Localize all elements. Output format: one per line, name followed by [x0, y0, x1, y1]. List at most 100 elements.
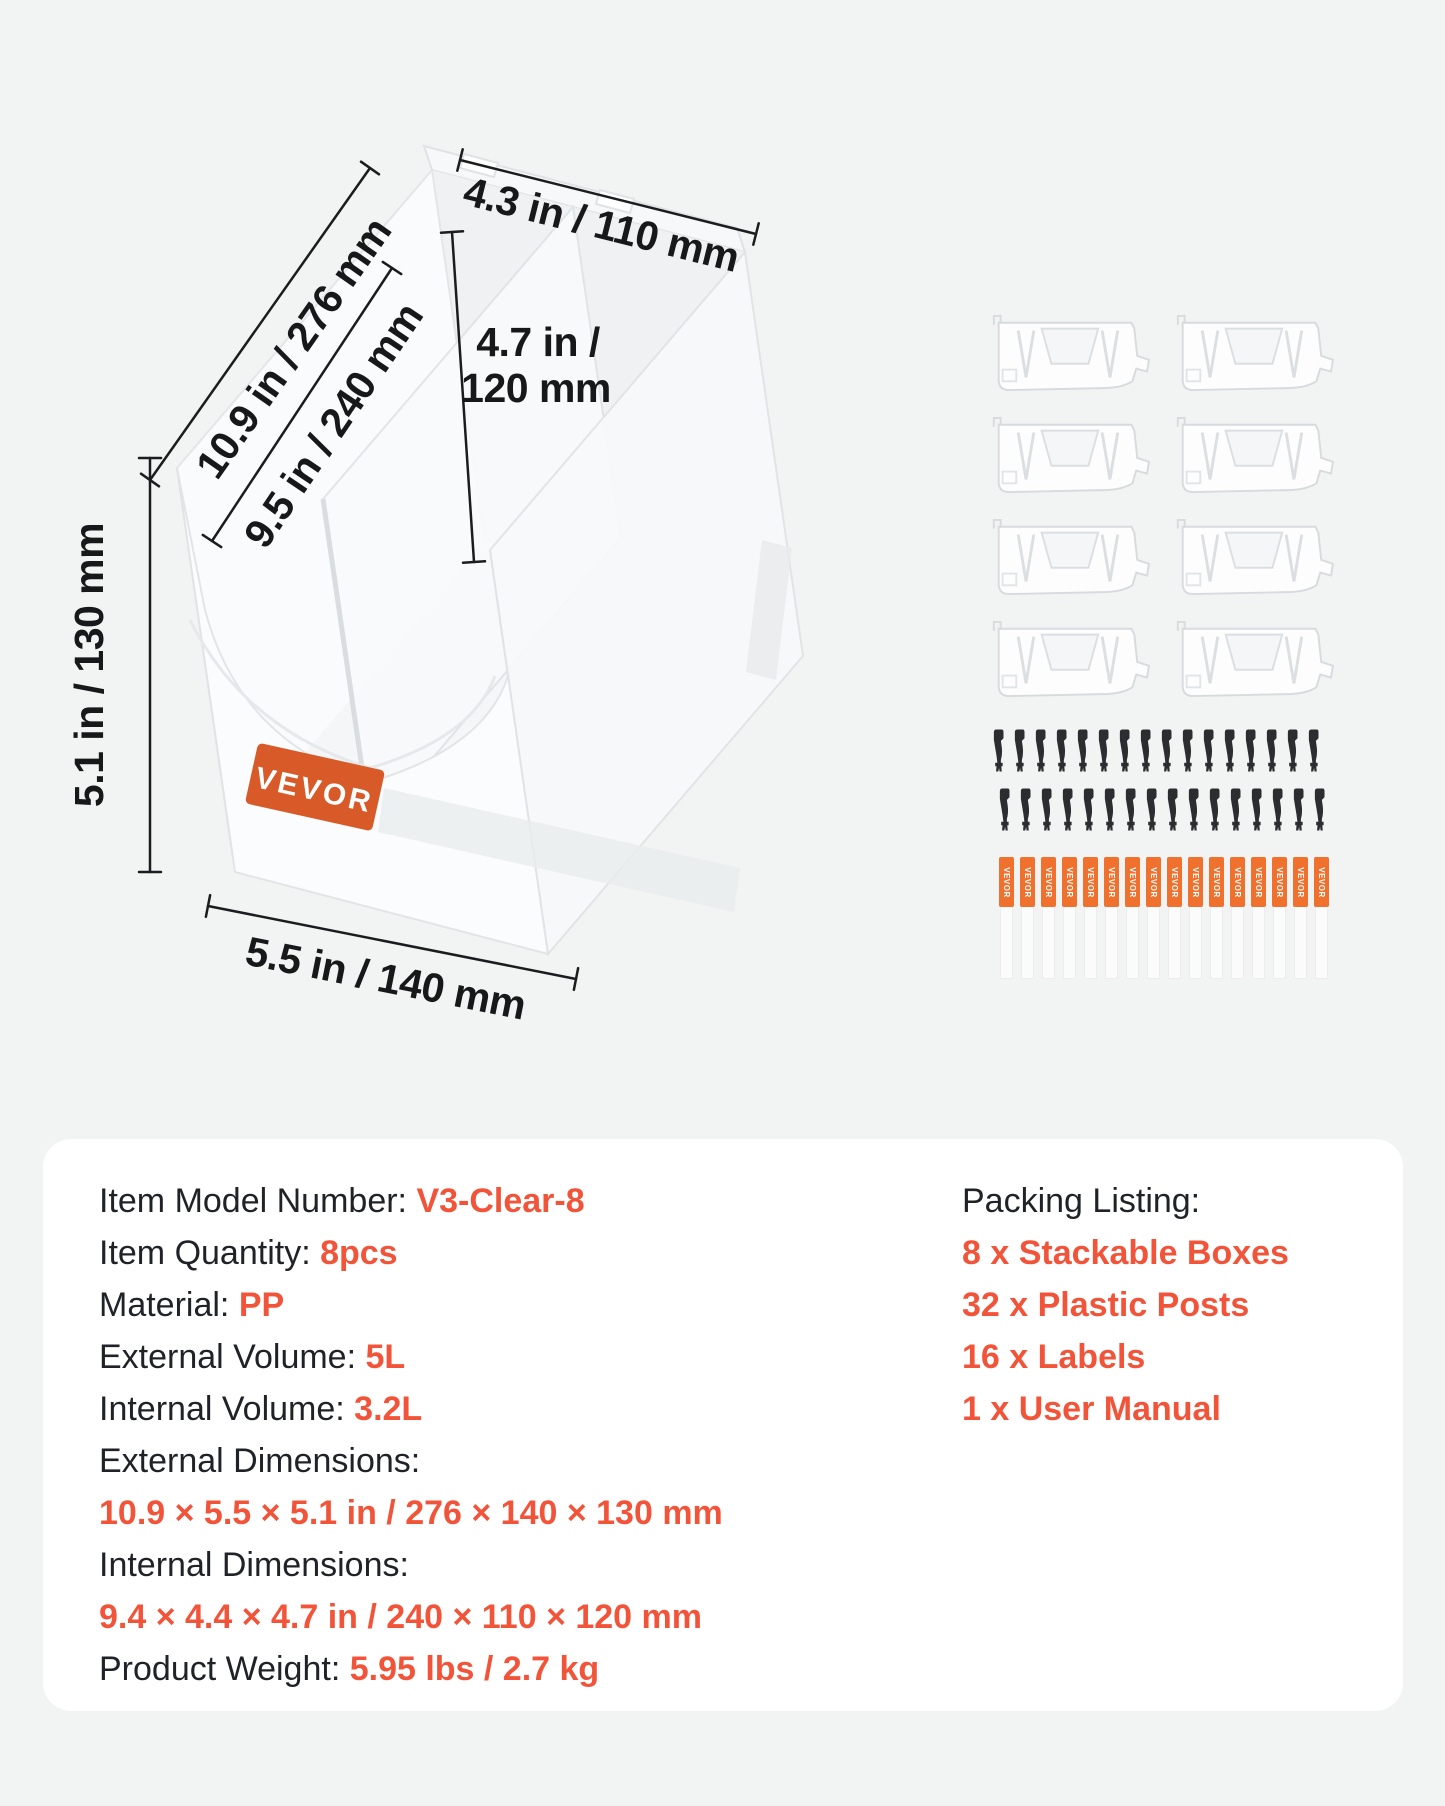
label-white-part: [1252, 907, 1265, 979]
packing-item: 8 x Stackable Boxes: [962, 1234, 1289, 1272]
label-text: VEVOR: [1254, 866, 1264, 898]
spec-card: Item Model Number: V3-Clear-8 Item Quanti…: [43, 1139, 1403, 1711]
stackable-box-icon: [992, 314, 1151, 392]
plastic-post-icon: [1209, 788, 1220, 831]
plastic-post-icon: [1056, 729, 1067, 772]
stackable-box-icon: [1176, 416, 1335, 494]
packing-item: 16 x Labels: [962, 1338, 1146, 1376]
label-white-part: [1294, 907, 1307, 979]
plastic-post-icon: [1272, 788, 1283, 831]
label-icon: VEVOR: [1167, 857, 1182, 979]
stackable-box-icon: [1176, 620, 1335, 698]
stackable-box-icon: [1176, 518, 1335, 596]
plastic-post-icon: [1266, 729, 1277, 772]
spec-row: Item Quantity: 8pcs: [99, 1227, 723, 1279]
label-icon: VEVOR: [1209, 857, 1224, 979]
spec-row: Product Weight: 5.95 lbs / 2.7 kg: [99, 1643, 723, 1695]
plastic-post-icon: [1308, 729, 1319, 772]
plastic-post-icon: [1230, 788, 1241, 831]
dim-line-inner-length: [210, 266, 394, 543]
plastic-post-icon: [1140, 729, 1151, 772]
plastic-post-icon: [1167, 788, 1178, 831]
label-orange-part: VEVOR: [1104, 857, 1119, 907]
plastic-post-icon: [1077, 729, 1088, 772]
label-text: VEVOR: [1002, 866, 1012, 898]
spec-row: 9.4 × 4.4 × 4.7 in / 240 × 110 × 120 mm: [99, 1591, 723, 1643]
plastic-post-icon: [1182, 729, 1193, 772]
dim-label-inner-height-line2: 120 mm: [461, 365, 611, 411]
spec-row-label: Item Quantity:: [99, 1234, 321, 1272]
label-white-part: [1210, 907, 1223, 979]
label-orange-part: VEVOR: [1041, 857, 1056, 907]
label-text: VEVOR: [1065, 866, 1075, 898]
plastic-post-icon: [1083, 788, 1094, 831]
label-icon: VEVOR: [1020, 857, 1035, 979]
label-white-part: [1105, 907, 1118, 979]
label-orange-part: VEVOR: [1125, 857, 1140, 907]
label-icon: VEVOR: [999, 857, 1014, 979]
plastic-posts-row-1: [993, 727, 1322, 774]
bin-right-label-slot: [746, 540, 792, 680]
label-orange-part: VEVOR: [1209, 857, 1224, 907]
label-text: VEVOR: [1023, 866, 1033, 898]
label-white-part: [1273, 907, 1286, 979]
plastic-post-icon: [1203, 729, 1214, 772]
vevor-badge-background: [245, 743, 385, 831]
label-icon: VEVOR: [1314, 857, 1329, 979]
spec-row-value: 8pcs: [320, 1234, 398, 1272]
label-text: VEVOR: [1296, 866, 1306, 898]
label-white-part: [1147, 907, 1160, 979]
label-orange-part: VEVOR: [1167, 857, 1182, 907]
spec-row: Internal Dimensions:: [99, 1539, 723, 1591]
label-icon: VEVOR: [1230, 857, 1245, 979]
label-orange-part: VEVOR: [999, 857, 1014, 907]
spec-row-label: External Volume:: [99, 1338, 366, 1376]
label-orange-part: VEVOR: [1020, 857, 1035, 907]
spec-row: External Volume: 5L: [99, 1331, 723, 1383]
spec-left-column: Item Model Number: V3-Clear-8 Item Quanti…: [99, 1175, 723, 1695]
stackable-box-icon: [992, 518, 1151, 596]
label-orange-part: VEVOR: [1230, 857, 1245, 907]
plastic-post-icon: [1188, 788, 1199, 831]
spec-row: Material: PP: [99, 1279, 723, 1331]
label-orange-part: VEVOR: [1251, 857, 1266, 907]
label-white-part: [1063, 907, 1076, 979]
labels-row: VEVOR VEVOR VEVOR VEVOR VEVOR VEVOR VEVOR VEVOR…: [999, 857, 1329, 979]
plastic-post-icon: [1062, 788, 1073, 831]
label-icon: VEVOR: [1083, 857, 1098, 979]
spec-row-label: External Dimensions:: [99, 1442, 421, 1480]
label-white-part: [1231, 907, 1244, 979]
packing-item: 1 x User Manual: [962, 1390, 1221, 1428]
label-orange-part: VEVOR: [1293, 857, 1308, 907]
label-text: VEVOR: [1044, 866, 1054, 898]
spec-row-value: PP: [238, 1286, 285, 1324]
spec-row: Item Model Number: V3-Clear-8: [99, 1175, 723, 1227]
plastic-post-icon: [993, 729, 1004, 772]
label-text: VEVOR: [1149, 866, 1159, 898]
plastic-post-icon: [999, 788, 1010, 831]
stackable-boxes-grid: [983, 313, 1335, 699]
label-icon: VEVOR: [1104, 857, 1119, 979]
label-orange-part: VEVOR: [1272, 857, 1287, 907]
packing-column: Packing Listing: 8 x Stackable Boxes 32 x…: [962, 1175, 1289, 1435]
label-icon: VEVOR: [1062, 857, 1077, 979]
spec-row-value: V3-Clear-8: [416, 1182, 585, 1220]
label-text: VEVOR: [1170, 866, 1180, 898]
stackable-box-icon: [1176, 314, 1335, 392]
plastic-post-icon: [1035, 729, 1046, 772]
plastic-post-icon: [1314, 788, 1325, 831]
stackable-box-icon: [992, 416, 1151, 494]
label-white-part: [1168, 907, 1181, 979]
label-icon: VEVOR: [1293, 857, 1308, 979]
dim-line-total-length: [148, 166, 372, 482]
spec-row-value: 9.4 × 4.4 × 4.7 in / 240 × 110 × 120 mm: [99, 1598, 703, 1636]
label-white-part: [1000, 907, 1013, 979]
vevor-badge: VEVOR: [245, 743, 385, 831]
spec-row-value: 5L: [365, 1338, 406, 1376]
storage-bin-illustration: VEVOR 10.9 in / 276 mm 9.5 in / 240 mm 4…: [66, 144, 805, 1029]
plastic-post-icon: [1251, 788, 1262, 831]
spec-row: Internal Volume: 3.2L: [99, 1383, 723, 1435]
label-icon: VEVOR: [1146, 857, 1161, 979]
label-orange-part: VEVOR: [1188, 857, 1203, 907]
spec-row-value: 3.2L: [354, 1390, 423, 1428]
